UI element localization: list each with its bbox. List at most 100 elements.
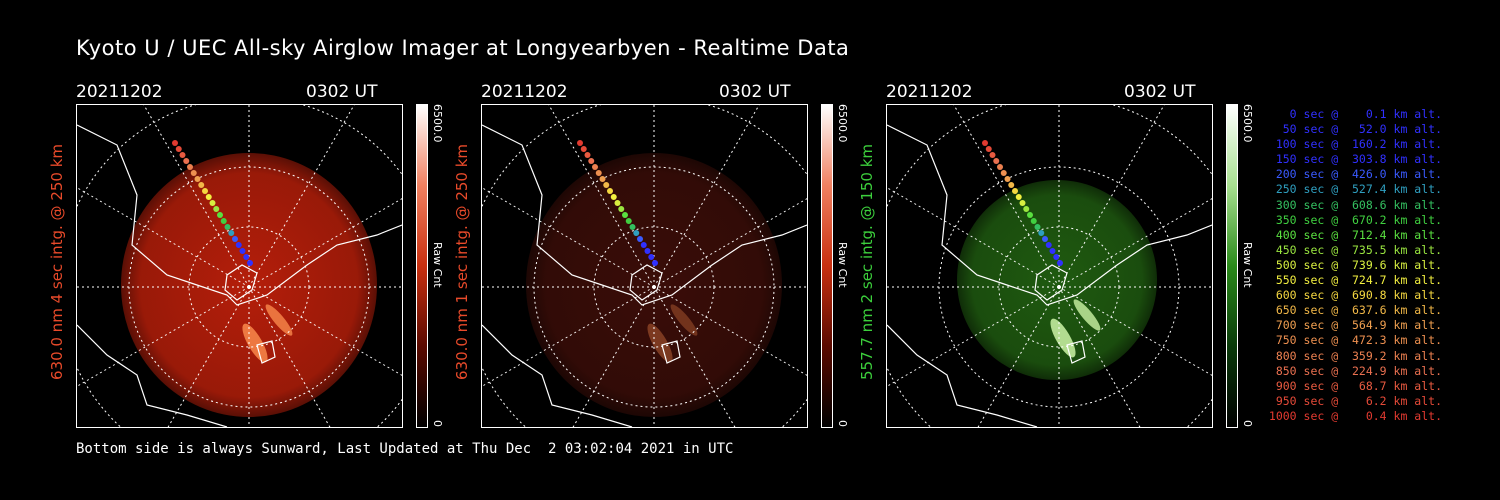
grid-radial (548, 105, 655, 288)
trajectory-point (1030, 218, 1037, 224)
trajectory-point (1049, 248, 1056, 254)
trajectory-point (205, 194, 212, 200)
panel-ylabel: 557.7 nm 2 sec intg. @ 150 km (858, 143, 876, 381)
trajectory-point (220, 218, 227, 224)
trajectory-point (1012, 188, 1018, 194)
grid-radial (482, 187, 655, 288)
aurora-arc (265, 304, 293, 336)
trajectory-point (985, 146, 992, 152)
airglow-panel-1: 20211202 0302 UT 630.0 nm 4 sec intg. @ … (48, 82, 496, 432)
colorbar-unit: Raw Cnt (1241, 242, 1254, 288)
panel-time: 0302 UT (719, 82, 791, 102)
island (661, 340, 681, 364)
trajectory-point (595, 170, 602, 176)
trajectory-point (622, 212, 628, 218)
aurora-arc (1073, 299, 1101, 331)
trajectory-point (202, 188, 208, 194)
trajectory-point (637, 236, 643, 242)
grid-radial (77, 286, 250, 387)
trajectory-point (1034, 224, 1041, 230)
trajectory-point (577, 140, 583, 146)
legend-row: 0 sec @ 0.1 km alt. (1268, 107, 1442, 121)
trajectory-point (599, 176, 606, 182)
footer-status: Bottom side is always Sunward, Last Upda… (76, 441, 734, 457)
altitude-legend: 0 sec @ 0.1 km alt. 50 sec @ 52.0 km alt… (1262, 107, 1442, 424)
colorbar (821, 104, 833, 428)
airglow-panel-2: 20211202 0302 UT 630.0 nm 1 sec intg. @ … (453, 82, 901, 432)
legend-row: 350 sec @ 670.2 km alt. (1268, 212, 1442, 227)
trajectory-point (172, 140, 178, 146)
trajectory-point (644, 248, 651, 254)
island (224, 264, 258, 301)
panel-ylabel: 630.0 nm 4 sec intg. @ 250 km (48, 143, 66, 381)
legend-row: 150 sec @ 303.8 km alt. (1268, 152, 1442, 167)
trajectory-point (1053, 254, 1060, 260)
island (1066, 340, 1086, 364)
trajectory-point (997, 164, 1003, 170)
grid-radial (482, 286, 655, 387)
colorbar-unit: Raw Cnt (431, 242, 444, 288)
grid-radial (143, 105, 250, 288)
legend-row: 400 sec @ 712.4 km alt. (1268, 227, 1442, 242)
coastline (77, 124, 402, 306)
trajectory-point (247, 260, 253, 266)
panel-time: 0302 UT (306, 82, 378, 102)
trajectory-point (618, 206, 625, 212)
legend-row: 450 sec @ 735.5 km alt. (1268, 242, 1442, 257)
legend-row: 800 sec @ 359.2 km alt. (1268, 348, 1442, 363)
grid-radial (167, 286, 250, 427)
trajectory-point (187, 164, 193, 170)
legend-row: 500 sec @ 739.6 km alt. (1268, 257, 1442, 272)
trajectory-point (1023, 206, 1030, 212)
legend-row: 700 sec @ 564.9 km alt. (1268, 318, 1442, 333)
trajectory-point (648, 254, 655, 260)
grid-radial (887, 286, 1060, 387)
trajectory-point (633, 230, 640, 236)
trajectory-point (1045, 242, 1052, 248)
trajectory-point (1042, 236, 1048, 242)
grid-radial (1058, 105, 1165, 288)
trajectory-point (217, 212, 223, 218)
grid-radial (653, 198, 807, 288)
grid-radial (248, 286, 402, 376)
trajectory-point (588, 158, 595, 164)
trajectory-point (243, 254, 250, 260)
legend-row: 850 sec @ 224.9 km alt. (1268, 363, 1442, 378)
trajectory-point (592, 164, 598, 170)
trajectory-point (194, 176, 201, 182)
allsky-image (886, 104, 1213, 428)
airglow-panel-3: 20211202 0302 UT 557.7 nm 2 sec intg. @ … (858, 82, 1306, 432)
trajectory-point (213, 206, 220, 212)
trajectory-point (607, 188, 613, 194)
colorbar-min: 0 (836, 420, 849, 427)
legend-row: 750 sec @ 472.3 km alt. (1268, 333, 1442, 348)
coastline (77, 324, 228, 427)
trajectory-point (610, 194, 617, 200)
page-title: Kyoto U / UEC All-sky Airglow Imager at … (76, 36, 850, 60)
trajectory-point (629, 224, 636, 230)
trajectory-point (1027, 212, 1033, 218)
trajectory-point (652, 260, 658, 266)
grid-radial (572, 286, 655, 427)
panel-ylabel: 630.0 nm 1 sec intg. @ 250 km (453, 143, 471, 381)
trajectory-point (1057, 260, 1063, 266)
legend-row: 950 sec @ 6.2 km alt. (1268, 393, 1442, 408)
grid-radial (77, 187, 250, 288)
trajectory-point (224, 224, 231, 230)
trajectory-point (1000, 170, 1007, 176)
trajectory-point (1038, 230, 1045, 236)
grid-radial (887, 187, 1060, 288)
legend-row: 50 sec @ 52.0 km alt. (1268, 122, 1442, 137)
aurora-arc (1050, 318, 1076, 358)
panel-date: 20211202 (886, 82, 973, 102)
trajectory-point (175, 146, 182, 152)
trajectory-point (239, 248, 246, 254)
panel-date: 20211202 (76, 82, 163, 102)
grid-radial (653, 105, 760, 288)
coastline (482, 324, 633, 427)
trajectory-point (190, 170, 197, 176)
grid-radial (248, 198, 402, 288)
allsky-image (76, 104, 403, 428)
allsky-image (481, 104, 808, 428)
trajectory-point (1015, 194, 1022, 200)
